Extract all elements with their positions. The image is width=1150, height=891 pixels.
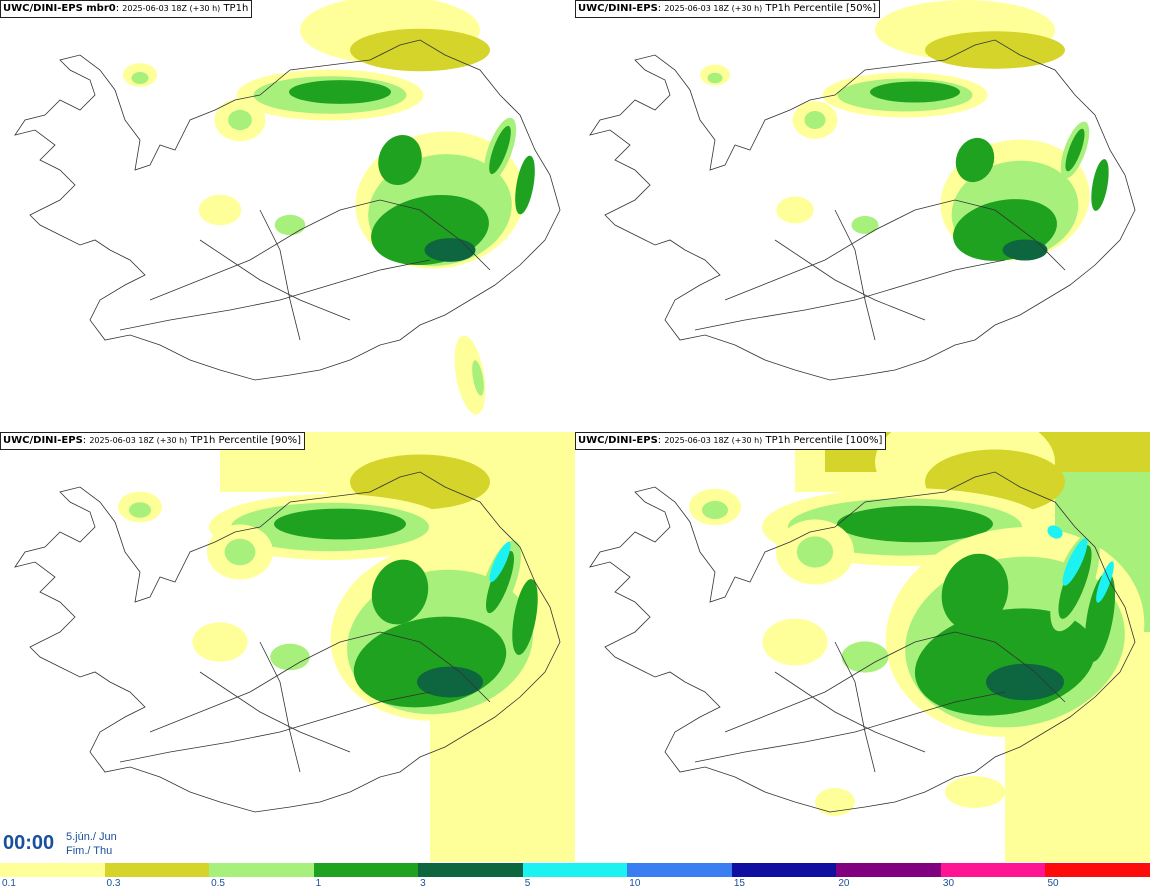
legend-tick-label: 5	[524, 878, 531, 889]
legend-tick-label: 0.3	[106, 878, 121, 889]
legend-swatch	[836, 863, 942, 877]
map-panel-mbr0: UWC/DINI-EPS mbr0: 2025-06-03 18Z (+30 h…	[0, 0, 575, 430]
legend-swatch	[940, 863, 1046, 877]
valid-time-label: 00:00	[3, 832, 55, 854]
legend-swatch	[313, 863, 419, 877]
legend-tick-label: 50	[1047, 878, 1059, 889]
legend-tick-label: 0.1	[2, 878, 16, 889]
valid-time: 00:00	[0, 826, 74, 862]
map-panel-p50: UWC/DINI-EPS: 2025-06-03 18Z (+30 h) TP1…	[575, 0, 1150, 430]
legend-tick-label: 1	[315, 878, 322, 889]
map-panel-p100: UWC/DINI-EPS: 2025-06-03 18Z (+30 h) TP1…	[575, 432, 1150, 862]
panel-title: UWC/DINI-EPS mbr0: 2025-06-03 18Z (+30 h…	[0, 0, 253, 18]
legend-tick-label: 15	[733, 878, 745, 889]
panel-title: UWC/DINI-EPS: 2025-06-03 18Z (+30 h) TP1…	[0, 432, 306, 450]
legend-tick-label: 3	[420, 878, 426, 889]
legend-swatch	[1045, 863, 1150, 877]
legend-swatch	[418, 863, 524, 877]
legend-swatch	[731, 863, 837, 877]
legend-tick-label: 0.5	[211, 878, 225, 889]
valid-date: 5.jún./ Jun Fim./ Thu	[62, 829, 121, 859]
legend-swatch	[627, 863, 733, 877]
legend-swatch	[209, 863, 315, 877]
map-panel-p90: UWC/DINI-EPS: 2025-06-03 18Z (+30 h) TP1…	[0, 432, 575, 862]
legend-swatch	[522, 863, 628, 877]
valid-date-line2: Fim./ Thu	[66, 845, 113, 857]
panel-title: UWC/DINI-EPS: 2025-06-03 18Z (+30 h) TP1…	[575, 0, 881, 18]
legend-swatch	[0, 863, 106, 877]
color-legend: 0.1 0.3 0.5 1 3 5 10 15 20 30 50	[0, 862, 1150, 891]
panel-title: UWC/DINI-EPS: 2025-06-03 18Z (+30 h) TP1…	[575, 432, 887, 450]
legend-swatch	[104, 863, 210, 877]
legend-tick-label: 30	[942, 878, 955, 889]
legend-tick-label: 10	[629, 878, 641, 889]
legend-tick-label: 20	[838, 878, 850, 889]
valid-date-line1: 5.jún./ Jun	[66, 831, 117, 843]
